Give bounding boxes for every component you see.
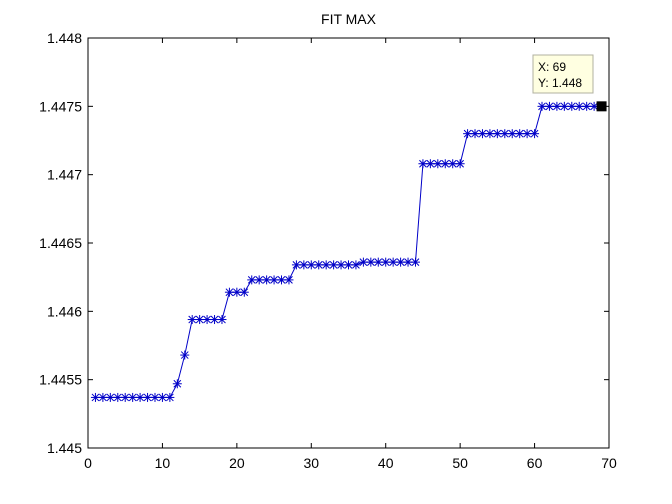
data-point-marker xyxy=(165,392,175,402)
data-point-marker xyxy=(574,101,584,111)
data-point-marker xyxy=(559,101,569,111)
axes-frame xyxy=(87,37,610,449)
data-point-marker xyxy=(291,260,301,270)
x-tick-label: 30 xyxy=(303,455,319,471)
data-point-marker xyxy=(157,392,167,402)
data-point-marker xyxy=(172,379,182,389)
data-point-marker xyxy=(284,275,294,285)
x-tick-label: 10 xyxy=(155,455,171,471)
data-point-marker xyxy=(358,257,368,267)
data-point-marker xyxy=(477,129,487,139)
data-tip[interactable]: X: 69 Y: 1.448 xyxy=(532,54,607,112)
data-point-marker xyxy=(217,315,227,325)
y-tick-label: 1.4455 xyxy=(39,372,82,388)
series xyxy=(90,101,607,402)
x-tick-label: 60 xyxy=(527,455,543,471)
datatip-box xyxy=(532,54,594,94)
datatip-x-text: X: 69 xyxy=(538,60,566,74)
y-tick-label: 1.447 xyxy=(47,167,82,183)
data-point-marker xyxy=(522,129,532,139)
data-point-marker xyxy=(113,392,123,402)
data-point-marker xyxy=(269,275,279,285)
data-point-marker xyxy=(463,129,473,139)
y-tick-label: 1.446 xyxy=(47,303,82,319)
data-point-marker xyxy=(195,315,205,325)
y-tick-label: 1.4465 xyxy=(39,235,82,251)
x-tick-label: 50 xyxy=(452,455,468,471)
x-tick-label: 0 xyxy=(84,455,92,471)
data-point-marker xyxy=(180,350,190,360)
data-point-marker xyxy=(98,392,108,402)
data-point-marker xyxy=(455,159,465,169)
data-point-marker xyxy=(239,287,249,297)
x-tick-labels: 0 10 20 30 40 50 60 70 xyxy=(84,455,617,471)
data-point-marker xyxy=(90,392,100,402)
data-point-marker xyxy=(262,275,272,285)
x-tick-label: 20 xyxy=(229,455,245,471)
x-tick-label: 70 xyxy=(601,455,617,471)
y-tick-label: 1.445 xyxy=(47,440,82,456)
data-point-marker xyxy=(537,101,547,111)
y-tick-labels: 1.445 1.4455 1.446 1.4465 1.447 1.4475 1.448 xyxy=(39,30,82,456)
x-tick-label: 40 xyxy=(378,455,394,471)
datatip-y-text: Y: 1.448 xyxy=(538,76,582,90)
plot-area xyxy=(88,38,609,448)
data-point-marker xyxy=(410,257,420,267)
y-tick-label: 1.4475 xyxy=(39,98,82,114)
series-layer xyxy=(90,101,607,402)
data-point-marker xyxy=(530,129,540,139)
data-point-marker xyxy=(425,159,435,169)
data-point-marker xyxy=(232,287,242,297)
data-point-marker xyxy=(314,260,324,270)
datatip-anchor-marker[interactable] xyxy=(596,101,607,112)
data-point-marker xyxy=(135,392,145,402)
chart-title: FIT MAX xyxy=(321,11,377,27)
data-point-marker xyxy=(485,129,495,139)
data-point-marker xyxy=(351,260,361,270)
y-tick-label: 1.448 xyxy=(47,30,82,46)
